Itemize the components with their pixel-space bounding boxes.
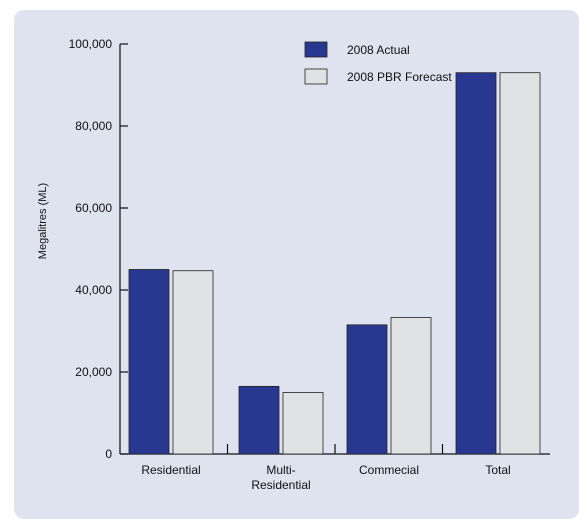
bar-forecast: [390, 317, 432, 455]
bar-actual: [128, 269, 170, 455]
legend-label: 2008 PBR Forecast: [347, 70, 452, 84]
x-category-label: Commecial: [359, 463, 419, 477]
bar-actual: [346, 324, 388, 455]
y-tick-label: 100,000: [69, 37, 113, 51]
bar-actual: [238, 385, 280, 455]
x-category-label: Residential: [251, 478, 310, 492]
y-tick-label: 60,000: [75, 201, 112, 215]
bars: [128, 72, 541, 455]
legend-swatch: [304, 41, 328, 58]
y-tick-label: 0: [105, 447, 112, 461]
bar-forecast: [282, 392, 324, 455]
bar-forecast: [172, 270, 214, 455]
x-category-label: Residential: [141, 463, 200, 477]
legend: 2008 Actual 2008 PBR Forecast: [304, 41, 452, 85]
legend-swatch: [304, 68, 328, 85]
legend-label: 2008 Actual: [347, 43, 410, 57]
bar-actual: [455, 72, 497, 455]
y-tick-label: 40,000: [75, 283, 112, 297]
x-category-label: Multi-: [266, 463, 295, 477]
y-tick-label: 20,000: [75, 365, 112, 379]
x-category-label: Total: [485, 463, 510, 477]
y-tick-label: 80,000: [75, 119, 112, 133]
y-axis-title: Megalitres (ML): [37, 183, 49, 259]
bar-forecast: [499, 72, 541, 455]
labels: 0 20,000 40,000 60,000 80,000 100,000 Megalitr…: [37, 37, 511, 492]
